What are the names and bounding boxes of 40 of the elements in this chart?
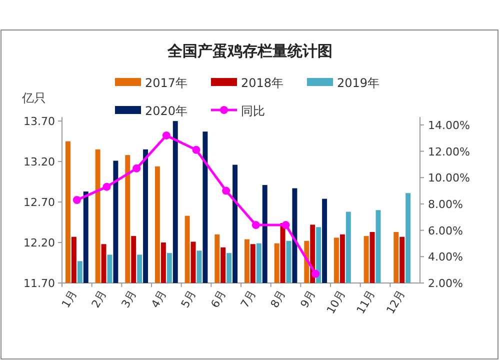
x-tick-label: 1月 [59,288,80,310]
y-tick-label: 13.20 [24,156,55,169]
y-tick-label: 12.70 [24,196,55,210]
point [312,270,320,278]
x-tick-label: 11月 [354,288,378,316]
legend-label: 2018年 [241,76,284,90]
x-tick-label: 9月 [298,288,318,310]
y2-tick-label: 10.00% [428,172,470,185]
x-tick-label: 7月 [238,288,259,310]
chart-title: 全国产蛋鸡存栏量统计图 [166,42,332,60]
y2-tick-label: 12.00% [428,145,470,158]
x-tick-label: 8月 [268,288,288,310]
legend-label: 2019年 [337,76,380,90]
point [192,146,200,154]
y2-tick-label: 4.00% [428,250,463,264]
x-tick-label: 5月 [178,288,199,310]
y-tick-label: 11.70 [24,277,55,290]
x-tick-label: 4月 [148,288,170,310]
point [132,164,141,172]
x-tick-label: 6月 [208,288,229,310]
y2-tick-label: 14.00% [428,118,470,132]
x-tick-label: 12月 [384,288,408,316]
x-tick-label: 10月 [324,288,348,316]
point [222,186,230,195]
x-tick-label: 2月 [89,288,110,310]
point [102,182,111,191]
legend-label: 同比 [241,104,265,118]
point [162,131,170,140]
legend-label: 2020年 [145,104,188,118]
point [252,221,260,230]
point [72,196,81,204]
x-tick-label: 3月 [118,288,140,310]
y2-tick-label: 8.00% [428,198,463,211]
y-tick-label: 13.70 [24,115,55,128]
y2-tick-label: 6.00% [428,224,463,238]
point [282,221,290,230]
y2-tick-label: 2.00% [428,277,463,290]
y-axis-title: 亿只 [21,91,46,105]
legend-label: 2017年 [145,76,188,90]
y-tick-label: 12.20 [24,236,55,250]
